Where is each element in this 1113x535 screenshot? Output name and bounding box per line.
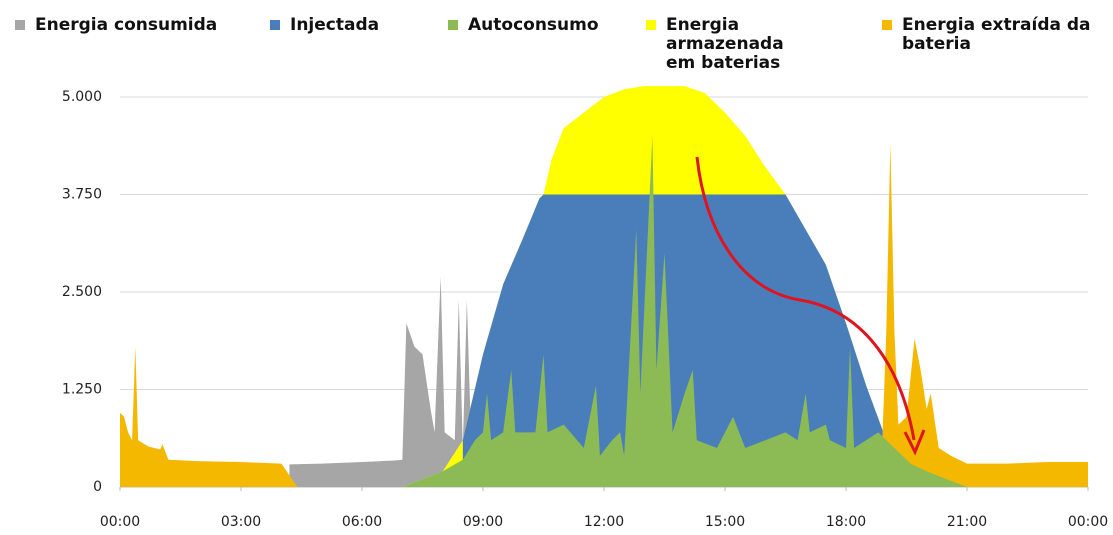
legend-label: Energia consumida — [35, 15, 218, 35]
areas — [120, 86, 1088, 488]
legend-item: Autoconsumo — [448, 16, 633, 35]
legend-swatch — [15, 20, 25, 30]
legend-label: Autoconsumo — [468, 15, 599, 35]
legend-label: Energia armazenada em baterias — [666, 15, 784, 73]
legend-item: Energia armazenada em baterias — [646, 16, 816, 73]
x-tick-label: 18:00 — [826, 514, 866, 530]
y-tick-label: 5.000 — [62, 89, 102, 105]
annotation-arrow — [695, 156, 916, 441]
axes: 0 1.250 2.500 3.750 5.000 00:00 03:00 06:00 09:0… — [62, 89, 1108, 530]
legend-item: Energia consumida — [15, 16, 255, 35]
x-tick-label: 00:00 — [1068, 514, 1108, 530]
legend-label: Injectada — [290, 15, 380, 35]
y-tick-label: 1.250 — [62, 382, 102, 398]
x-tick-label: 21:00 — [947, 514, 987, 530]
legend-swatch — [448, 20, 458, 30]
y-tick-label: 3.750 — [62, 187, 102, 203]
x-tick-label: 12:00 — [584, 514, 624, 530]
area — [882, 143, 1088, 488]
x-tick-label: 03:00 — [221, 514, 261, 530]
legend-swatch — [270, 20, 280, 30]
x-tick-label: 09:00 — [463, 514, 503, 530]
annotation-arrowhead — [903, 429, 926, 456]
x-tick-label: 15:00 — [705, 514, 745, 530]
y-tick-label: 2.500 — [62, 284, 102, 300]
legend-swatch — [882, 20, 892, 30]
area — [462, 194, 967, 487]
x-tick-label: 06:00 — [342, 514, 382, 530]
area — [289, 276, 492, 487]
y-tick-label: 0 — [93, 479, 102, 495]
legend-item: Energia extraída da bateria — [882, 16, 1107, 54]
legend-item: Injectada — [270, 16, 440, 35]
legend-swatch — [646, 20, 656, 30]
area — [402, 136, 967, 487]
area — [120, 346, 298, 487]
legend-label: Energia extraída da bateria — [902, 15, 1091, 54]
x-tick-label: 00:00 — [100, 514, 140, 530]
